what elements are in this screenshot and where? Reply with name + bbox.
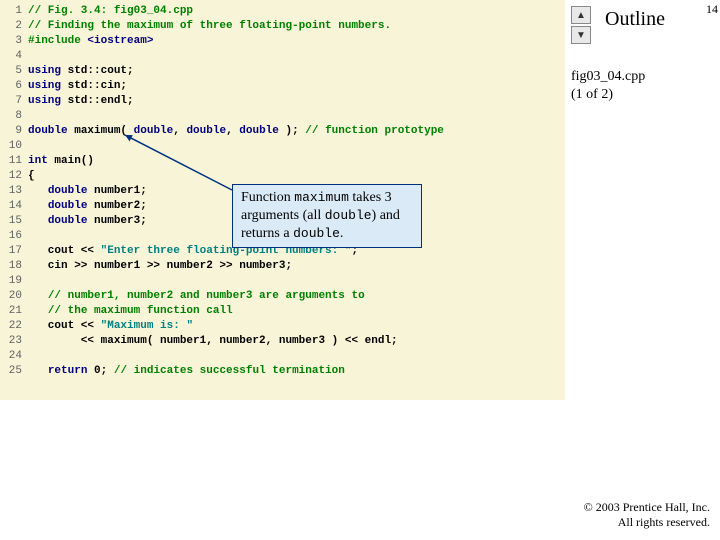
file-label: fig03_04.cpp (1 of 2)	[571, 68, 645, 104]
line-number: 19	[0, 274, 22, 289]
line-number: 21	[0, 304, 22, 319]
line-number-gutter: 1234567891011121314151617181920212223242…	[0, 0, 28, 400]
copyright: © 2003 Prentice Hall, Inc. All rights re…	[584, 500, 710, 530]
line-number: 25	[0, 364, 22, 379]
code-line: // Finding the maximum of three floating…	[28, 19, 565, 34]
code-line: cin >> number1 >> number2 >> number3;	[28, 259, 565, 274]
line-number: 12	[0, 169, 22, 184]
copyright-line2: All rights reserved.	[618, 515, 710, 529]
code-line	[28, 274, 565, 289]
code-line	[28, 49, 565, 64]
line-number: 16	[0, 229, 22, 244]
annotation-callout: Function maximum takes 3 arguments (all …	[232, 184, 422, 248]
line-number: 11	[0, 154, 22, 169]
line-number: 2	[0, 19, 22, 34]
code-line: using std::endl;	[28, 94, 565, 109]
nav-down-button[interactable]: ▼	[571, 26, 591, 44]
outline-heading: Outline	[605, 8, 665, 31]
code-line	[28, 139, 565, 154]
callout-mono: maximum	[294, 190, 349, 205]
line-number: 18	[0, 259, 22, 274]
line-number: 14	[0, 199, 22, 214]
code-line: return 0; // indicates successful termin…	[28, 364, 565, 379]
slide-number: 14	[706, 2, 718, 17]
nav-up-button[interactable]: ▲	[571, 6, 591, 24]
nav-buttons: ▲ ▼	[571, 6, 591, 46]
line-number: 1	[0, 4, 22, 19]
code-line: #include <iostream>	[28, 34, 565, 49]
line-number: 10	[0, 139, 22, 154]
code-line: using std::cout;	[28, 64, 565, 79]
code-line: // Fig. 3.4: fig03_04.cpp	[28, 4, 565, 19]
code-line: double maximum( double, double, double )…	[28, 124, 565, 139]
line-number: 13	[0, 184, 22, 199]
code-line: using std::cin;	[28, 79, 565, 94]
code-line: int main()	[28, 154, 565, 169]
line-number: 23	[0, 334, 22, 349]
line-number: 5	[0, 64, 22, 79]
line-number: 15	[0, 214, 22, 229]
line-number: 6	[0, 79, 22, 94]
line-number: 3	[0, 34, 22, 49]
callout-text: .	[340, 226, 344, 241]
callout-text: Function	[241, 190, 294, 205]
code-line: // the maximum function call	[28, 304, 565, 319]
code-line: // number1, number2 and number3 are argu…	[28, 289, 565, 304]
sidebar: ▲ ▼ Outline 14 fig03_04.cpp (1 of 2)	[565, 0, 720, 540]
line-number: 17	[0, 244, 22, 259]
line-number: 8	[0, 109, 22, 124]
code-line: {	[28, 169, 565, 184]
callout-mono: double	[293, 226, 340, 241]
line-number: 7	[0, 94, 22, 109]
file-name: fig03_04.cpp	[571, 69, 645, 84]
line-number: 24	[0, 349, 22, 364]
line-number: 4	[0, 49, 22, 64]
code-line: << maximum( number1, number2, number3 ) …	[28, 334, 565, 349]
callout-mono: double	[325, 208, 372, 223]
copyright-line1: © 2003 Prentice Hall, Inc.	[584, 500, 710, 514]
code-line	[28, 349, 565, 364]
code-line: cout << "Maximum is: "	[28, 319, 565, 334]
line-number: 9	[0, 124, 22, 139]
file-part: (1 of 2)	[571, 87, 613, 102]
line-number: 22	[0, 319, 22, 334]
code-line	[28, 109, 565, 124]
line-number: 20	[0, 289, 22, 304]
